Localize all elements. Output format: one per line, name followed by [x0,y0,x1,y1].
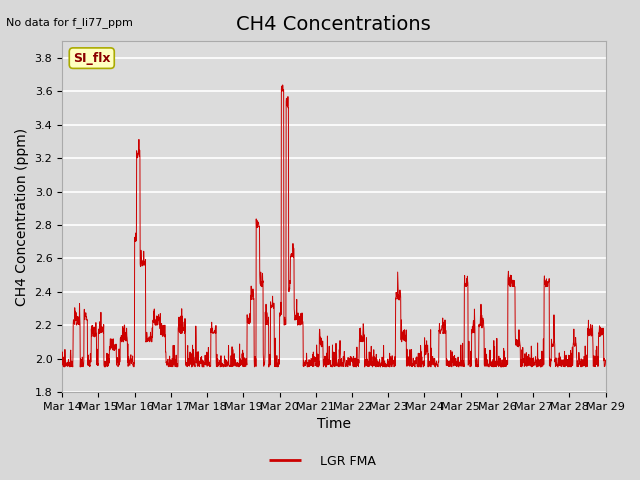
X-axis label: Time: Time [317,418,351,432]
Y-axis label: CH4 Concentration (ppm): CH4 Concentration (ppm) [15,128,29,306]
Text: LGR FMA: LGR FMA [320,455,376,468]
Title: CH4 Concentrations: CH4 Concentrations [237,15,431,34]
Text: No data for f_li77_ppm: No data for f_li77_ppm [6,17,133,28]
Text: SI_flx: SI_flx [73,52,111,65]
